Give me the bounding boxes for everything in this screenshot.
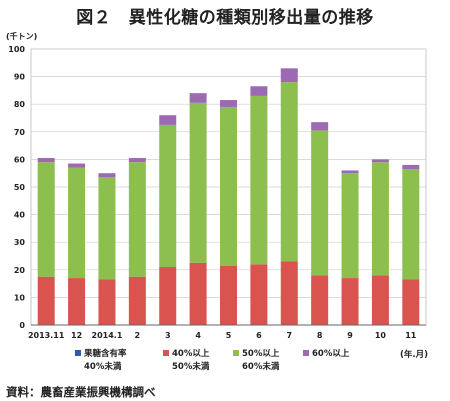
bar-segment [311,122,329,131]
bar-segment [68,167,86,279]
bar-segment [98,177,116,280]
bar-segment [159,124,177,268]
bar-segment [220,100,237,107]
legend-label: 60%以上 [312,349,350,359]
bar-segment [37,158,55,163]
bar-segment [189,93,207,103]
legend-swatch [303,350,309,356]
y-tick-label: 80 [14,100,26,109]
bar-segment [128,158,146,163]
y-tick-label: 10 [14,293,26,302]
y-tick-label: 90 [14,73,26,82]
bar-segment [159,115,177,125]
bar-segment [371,159,389,163]
x-tick-label: 2 [135,331,141,340]
bar-segment [128,276,146,325]
y-tick-label: 50 [14,183,26,192]
bar-segment [341,170,359,174]
bar-segment [189,262,207,325]
legend-label: 40%以上 50%未満 [172,349,210,372]
y-tick-label: 30 [14,238,26,247]
legend-item-50-60: 50%以上 60%未満 [233,348,279,374]
legend-label: 果糖含有率 40%未満 [84,349,127,372]
bar-segment [98,173,116,178]
y-tick-label: 100 [8,45,25,54]
legend-item-under-40: 果糖含有率 40%未満 [75,348,127,374]
x-tick-label: 10 [375,331,387,340]
x-tick-label: 5 [226,331,232,340]
y-tick-label: 60 [14,155,26,164]
x-tick-label: 2013.11 [28,331,65,340]
bar-segment [159,267,177,325]
bar-segment [402,169,420,280]
bar-segment [280,261,298,325]
x-tick-label: 9 [347,331,353,340]
x-axis-unit: (年.月) [400,350,428,360]
x-tick-label: 12 [71,331,82,340]
legend-swatch [233,350,239,356]
x-tick-label: 4 [195,331,201,340]
y-tick-label: 70 [14,128,26,137]
source-note: 資料：農畜産業振興機構調べ [6,385,156,399]
x-tick-label: 7 [286,331,292,340]
bar-segment [128,162,146,277]
legend-item-60-plus: 60%以上 [303,348,349,361]
bar-segment [250,86,268,96]
legend-swatch [163,350,169,356]
x-tick-label: 3 [165,331,171,340]
bar-segment [68,163,86,168]
y-tick-label: 40 [14,211,26,220]
x-tick-label: 8 [317,331,323,340]
bar-segment [341,173,359,279]
bar-segment [250,95,268,265]
bar-segment [37,162,55,277]
bar-segment [371,162,389,276]
bar-segment [341,278,359,325]
x-tick-label: 6 [256,331,262,340]
legend-label: 50%以上 60%未満 [242,349,280,372]
legend-item-40-50: 40%以上 50%未満 [163,348,209,374]
x-tick-label: 11 [405,331,417,340]
bar-segment [189,102,207,263]
bar-segment [280,68,298,83]
bar-segment [37,276,55,325]
bar-segment [68,278,86,325]
bar-segment [250,264,268,325]
y-axis-unit: (千トン) [6,32,38,41]
bar-segment [371,275,389,325]
bar-segment [98,279,116,325]
y-tick-label: 0 [19,321,25,330]
chart-title: 図２ 異性化糖の種類別移出量の推移 [76,8,374,28]
bar-segment [311,275,329,325]
bar-segment [220,106,237,266]
bar-segment [402,279,420,325]
x-tick-label: 2014.1 [92,331,123,340]
bar-segment [280,82,298,262]
bar-segment [311,130,329,276]
legend-swatch [75,350,81,356]
bar-segment [402,164,420,170]
bar-segment [220,265,237,325]
y-tick-label: 20 [14,266,26,275]
